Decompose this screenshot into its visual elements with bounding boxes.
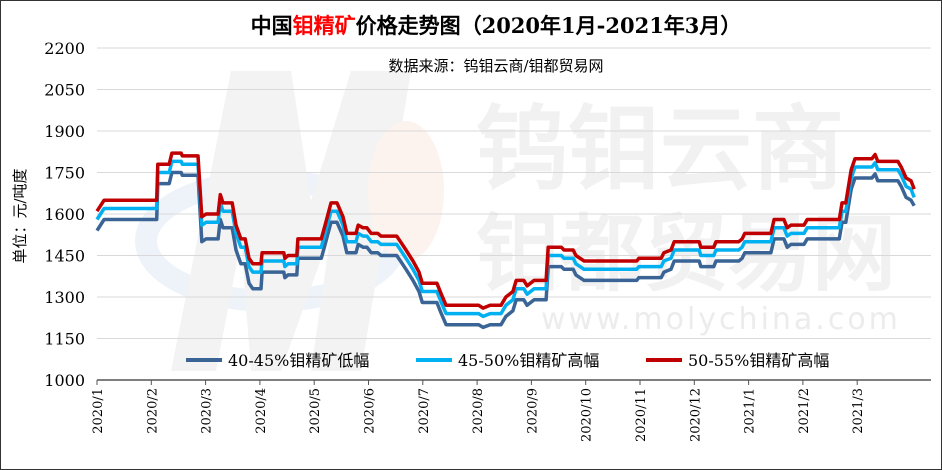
x-tick-label: 2020/7 <box>417 388 432 434</box>
watermark-logo-m <box>171 71 411 371</box>
chart-title: 中国钼精矿价格走势图（2020年1月-2021年3月） <box>251 13 742 38</box>
y-axis-label: 单位：元/吨度 <box>11 168 29 263</box>
legend: 40-45%钼精矿低幅 45-50%钼精矿高幅 50-55%钼精矿高幅 <box>186 351 829 370</box>
y-tick-label: 1600 <box>44 205 85 224</box>
watermark-logo-dot <box>368 121 444 261</box>
x-tick-label: 2020/5 <box>308 388 323 434</box>
y-tick-label: 1150 <box>44 330 85 349</box>
x-tick-label: 2021/1 <box>743 388 758 434</box>
title-part: 价格走势图（2020年1月-2021年3月） <box>356 13 742 38</box>
y-tick-label: 2200 <box>44 39 85 58</box>
y-tick-label: 1900 <box>44 122 85 141</box>
legend-label: 50-55%钼精矿高幅 <box>688 351 829 370</box>
x-tick-label: 2020/12 <box>688 388 703 442</box>
x-tick-label: 2021/2 <box>797 388 812 434</box>
legend-label: 40-45%钼精矿低幅 <box>228 351 369 370</box>
x-tick-label: 2020/1 <box>91 388 106 434</box>
title-part: 中国 <box>251 13 293 38</box>
y-tick-label: 2050 <box>44 81 85 100</box>
x-tick-label: 2020/8 <box>471 388 486 434</box>
series-line-2 <box>95 159 916 319</box>
chart-subtitle: 数据来源：钨钼云商/钼都贸易网 <box>388 57 603 75</box>
legend-label: 45-50%钼精矿高幅 <box>458 351 599 370</box>
x-tick-label: 2021/3 <box>851 388 866 434</box>
watermark: 钨钼云商 钼都贸易网 www.molychina.com <box>135 71 901 371</box>
x-tick-label: 2020/9 <box>525 388 540 434</box>
x-tick-label: 2020/3 <box>200 388 215 434</box>
y-tick-label: 1450 <box>44 247 85 266</box>
watermark-text-3: www.molychina.com <box>541 302 901 337</box>
x-tick-label: 2020/2 <box>145 388 160 434</box>
y-tick-label: 1750 <box>44 164 85 183</box>
x-tick-label: 2020/4 <box>254 388 269 434</box>
watermark-text-1: 钨钼云商 <box>476 96 844 203</box>
x-tick-label: 2020/6 <box>363 388 378 434</box>
title-highlight: 钼精矿 <box>293 13 356 38</box>
x-tick-label: 2020/11 <box>634 388 649 442</box>
y-tick-label: 1300 <box>44 288 85 307</box>
x-tick-label: 2020/10 <box>580 388 595 442</box>
y-tick-label: 1000 <box>44 371 85 390</box>
series-line-1 <box>95 170 916 330</box>
series-line-3 <box>95 151 916 310</box>
